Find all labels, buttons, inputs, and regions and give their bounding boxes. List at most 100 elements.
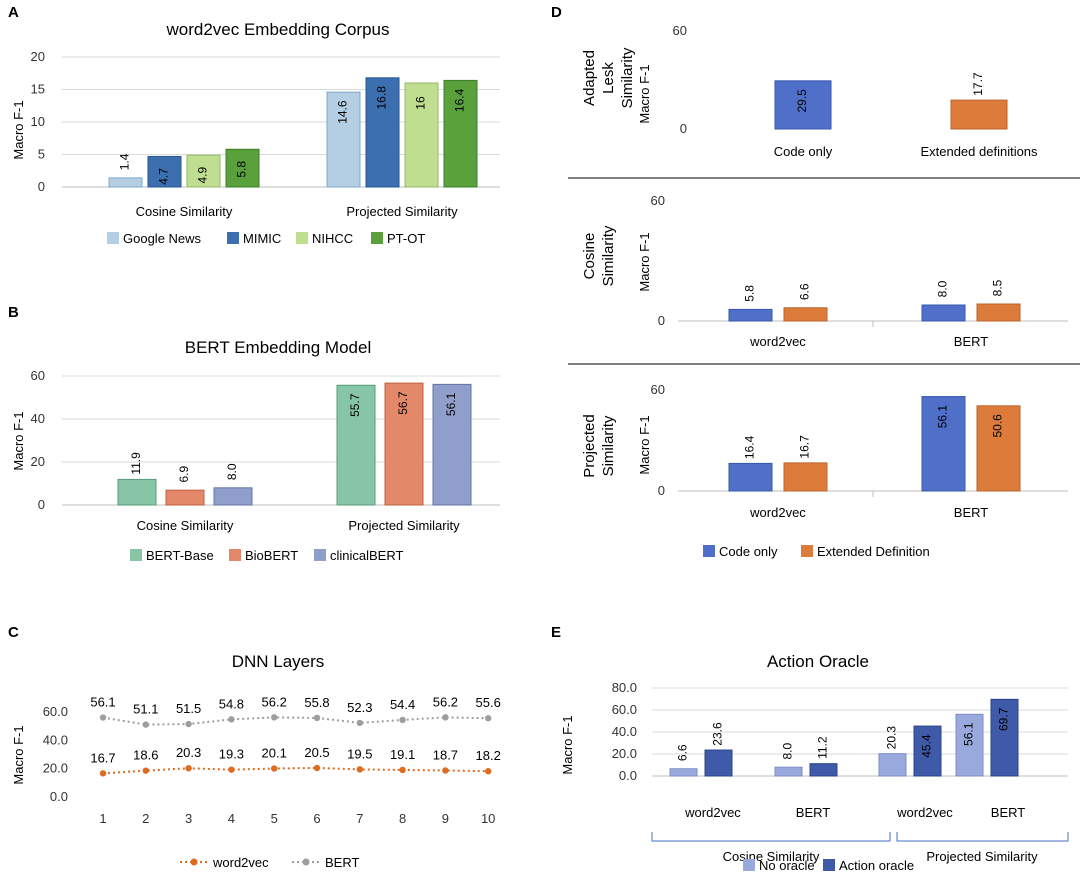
chart-a-bar bbox=[326, 91, 361, 188]
chart-b-bar bbox=[384, 382, 424, 506]
chart-c-point bbox=[142, 767, 149, 774]
chart-a-bar bbox=[404, 82, 439, 188]
chart-e-data-label: 56.1 bbox=[962, 722, 976, 746]
chart-e-bar bbox=[704, 749, 733, 777]
chart-b-data-label: 56.1 bbox=[444, 392, 458, 416]
chart-c-data-label: 18.7 bbox=[433, 748, 458, 763]
chart-e-title: Action Oracle bbox=[767, 652, 869, 671]
legend-d: Code only Extended Definition bbox=[703, 544, 930, 559]
chart-c-xtick: 10 bbox=[481, 811, 495, 826]
chart-c-point bbox=[399, 716, 406, 724]
chart-b-ytick: 40 bbox=[31, 411, 45, 426]
chart-c-data-label: 51.1 bbox=[133, 702, 158, 717]
chart-c-series-line-bert bbox=[102, 716, 489, 726]
chart-b-bar bbox=[432, 383, 472, 506]
chart-c-data-label: 20.5 bbox=[304, 745, 329, 760]
chart-b-data-label: 8.0 bbox=[225, 463, 239, 480]
chart-d1-category-label: Extended definitions bbox=[920, 144, 1038, 159]
legend-label: Code only bbox=[719, 544, 778, 559]
row-title-cosine-1: Cosine bbox=[581, 233, 598, 280]
chart-a-bar bbox=[365, 77, 400, 188]
chart-b-data-label: 56.7 bbox=[396, 391, 410, 415]
chart-c-xtick: 9 bbox=[442, 811, 449, 826]
chart-e-category-label: BERT bbox=[796, 805, 830, 820]
chart-d2-data-label: 5.8 bbox=[743, 285, 757, 302]
chart-d2-ytick: 60 bbox=[651, 193, 665, 208]
chart-e-bar bbox=[913, 725, 942, 777]
chart-c-point bbox=[271, 714, 278, 721]
chart-e-data-label: 23.6 bbox=[711, 722, 725, 746]
row-title-cosine-2: Similarity bbox=[600, 225, 617, 286]
chart-c-ylabel: Macro F-1 bbox=[11, 725, 26, 784]
chart-c-data-label: 20.1 bbox=[262, 746, 287, 761]
row-title-projected-1: Projected bbox=[581, 414, 598, 477]
legend-b: BERT-Base BioBERT clinicalBERT bbox=[130, 548, 404, 563]
chart-c-point bbox=[142, 721, 149, 728]
legend-swatch bbox=[703, 545, 715, 557]
chart-e-bar bbox=[990, 698, 1019, 777]
chart-c-data-label: 54.4 bbox=[390, 697, 415, 712]
legend-swatch bbox=[229, 549, 241, 561]
chart-c-data-label: 54.8 bbox=[219, 696, 244, 711]
group-label-projected: Projected Similarity bbox=[926, 849, 1038, 864]
panel-label-b: B bbox=[8, 304, 19, 321]
chart-a-data-label: 4.7 bbox=[157, 168, 171, 185]
chart-d1-data-label: 17.7 bbox=[971, 72, 985, 96]
chart-d2-data-label: 6.6 bbox=[798, 283, 812, 300]
chart-d1-category-label: Code only bbox=[774, 144, 833, 159]
chart-c-xtick: 3 bbox=[185, 811, 192, 826]
chart-d3-category-label: word2vec bbox=[749, 505, 806, 520]
legend-label: MIMIC bbox=[243, 231, 281, 246]
chart-e-data-label: 69.7 bbox=[997, 707, 1011, 731]
chart-e-ylabel: Macro F-1 bbox=[560, 715, 575, 774]
legend-e: No oracle Action oracle bbox=[743, 858, 914, 873]
chart-d2-ylabel: Macro F-1 bbox=[637, 232, 652, 291]
chart-d3-data-label: 50.6 bbox=[991, 414, 1005, 438]
chart-a-category-label: Projected Similarity bbox=[346, 204, 458, 219]
chart-e-ytick: 20.0 bbox=[612, 746, 637, 761]
chart-c-data-label: 18.6 bbox=[133, 748, 158, 763]
chart-a-data-label: 16 bbox=[414, 96, 428, 110]
chart-c-point bbox=[399, 766, 406, 774]
chart-d2-ytick: 0 bbox=[658, 313, 665, 328]
chart-c-data-label: 55.8 bbox=[304, 695, 329, 710]
row-title-lesk-3: Similarity bbox=[619, 47, 636, 108]
chart-b-bar bbox=[336, 384, 376, 506]
chart-a-data-label: 1.4 bbox=[118, 153, 132, 170]
legend-marker-word2vec bbox=[190, 858, 198, 866]
chart-c-point bbox=[356, 766, 363, 773]
legend-swatch bbox=[227, 232, 239, 244]
chart-c-xtick: 6 bbox=[313, 811, 320, 826]
chart-c-point bbox=[485, 768, 492, 775]
chart-b-bar bbox=[213, 487, 253, 506]
chart-d2-category-label: word2vec bbox=[749, 334, 806, 349]
chart-b-ytick: 60 bbox=[31, 368, 45, 383]
chart-c-point bbox=[313, 764, 321, 772]
chart-a-ytick: 10 bbox=[31, 114, 45, 129]
chart-e-bar bbox=[774, 766, 803, 777]
chart-a-title: word2vec Embedding Corpus bbox=[165, 20, 389, 39]
chart-a-bar bbox=[443, 79, 478, 188]
row-title-projected-2: Similarity bbox=[600, 415, 617, 476]
chart-e-ytick: 80.0 bbox=[612, 680, 637, 695]
chart-b-data-label: 6.9 bbox=[177, 466, 191, 483]
panel-label-e: E bbox=[551, 624, 561, 641]
chart-e-data-label: 6.6 bbox=[676, 744, 690, 761]
legend-label: Action oracle bbox=[839, 858, 914, 873]
chart-c-ytick: 60.0 bbox=[43, 704, 68, 719]
chart-b-title: BERT Embedding Model bbox=[185, 338, 371, 357]
chart-d3-ylabel: Macro F-1 bbox=[637, 415, 652, 474]
chart-c-series-line-word2vec bbox=[102, 766, 489, 775]
chart-d2-bar bbox=[728, 308, 773, 322]
chart-c-xtick: 7 bbox=[356, 811, 363, 826]
chart-d3-data-label: 16.4 bbox=[743, 435, 757, 459]
chart-b-ytick: 0 bbox=[38, 497, 45, 512]
chart-e-category-label: BERT bbox=[991, 805, 1025, 820]
chart-c-ytick: 0.0 bbox=[50, 789, 68, 804]
chart-c-data-label: 56.1 bbox=[90, 695, 115, 710]
chart-a-data-label: 4.9 bbox=[196, 166, 210, 183]
chart-c-point bbox=[99, 770, 107, 777]
legend-label: BERT-Base bbox=[146, 548, 214, 563]
chart-d2-bar bbox=[783, 307, 828, 322]
